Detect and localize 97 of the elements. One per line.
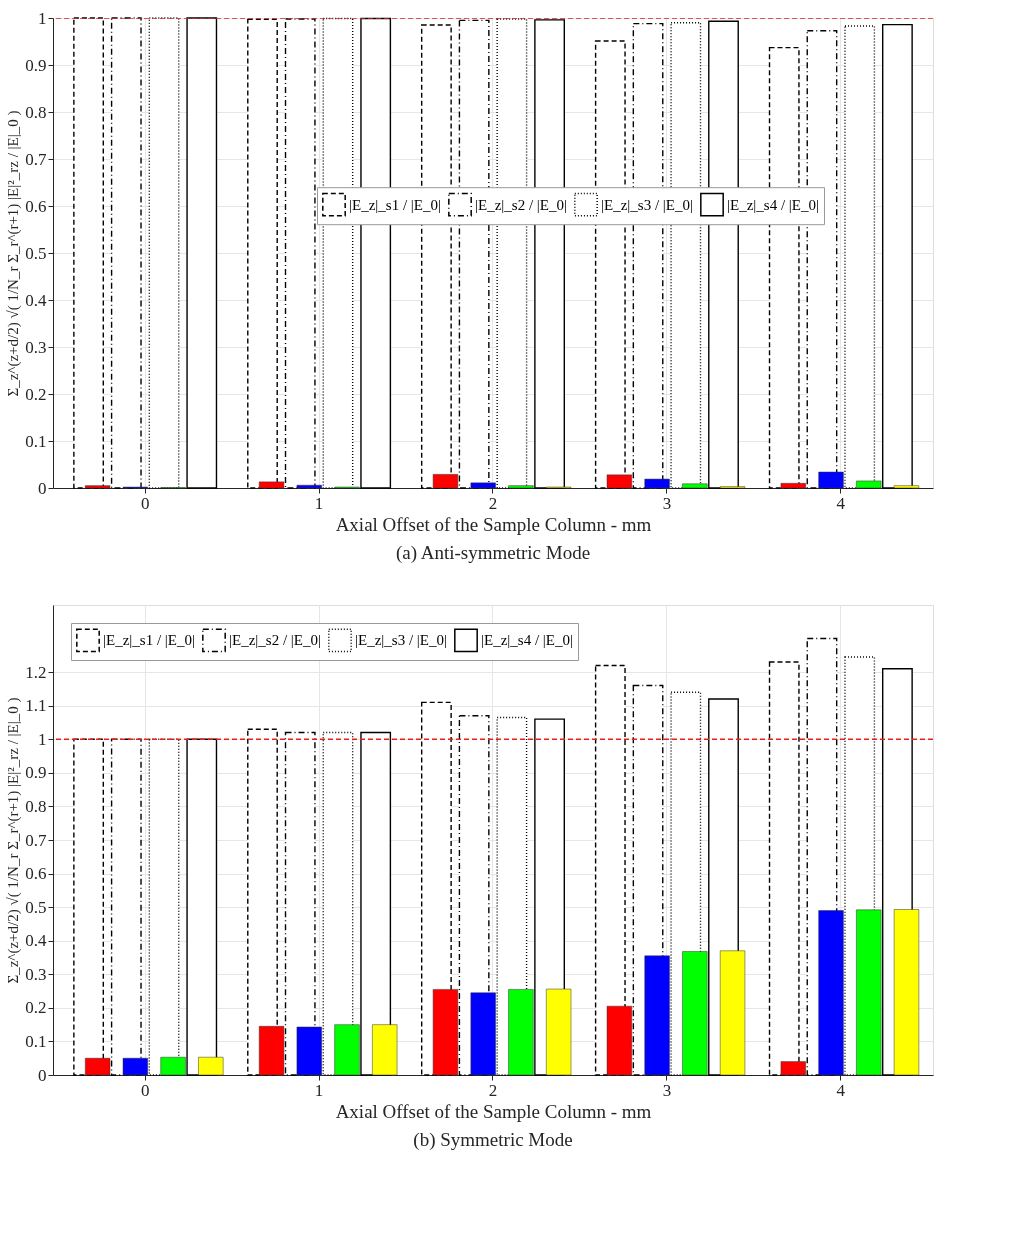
- x-tick-label: 4: [836, 493, 846, 513]
- x-axis-title: Axial Offset of the Sample Column - mm: [335, 513, 652, 535]
- y-tick-label: 0.5: [25, 897, 47, 917]
- bar: [160, 1056, 186, 1076]
- y-tick-label: 0.3: [25, 337, 47, 357]
- y-tick-label: 0: [38, 478, 47, 498]
- x-tick-label: 1: [314, 1080, 324, 1100]
- bar: [360, 731, 392, 1076]
- y-axis-title: Σ_z^(z+d/2) √( 1/N_r Σ_r^(r+1) |E|²_rz / |E|_0 ): [5, 697, 23, 984]
- bar: [882, 23, 913, 489]
- y-tick-label: 0.3: [25, 964, 47, 984]
- y-tick-label: 0.9: [25, 763, 47, 783]
- y-tick-label: 1: [38, 729, 47, 749]
- legend-label: |E_z|_s3 / |E_0|: [355, 632, 447, 649]
- bar: [606, 474, 632, 489]
- y-tick-label: 0.2: [25, 384, 47, 404]
- bar: [432, 989, 459, 1076]
- x-tick-label: 0: [140, 1080, 150, 1100]
- x-tick-label: 0: [140, 493, 150, 513]
- bar: [508, 485, 534, 489]
- bar: [334, 1024, 360, 1076]
- bar: [296, 484, 322, 489]
- x-tick-label: 3: [662, 1080, 672, 1100]
- bar: [470, 482, 496, 489]
- bar: [296, 1026, 322, 1076]
- bar: [186, 738, 218, 1076]
- bar: [284, 731, 316, 1076]
- bar: [719, 950, 746, 1076]
- legend-label: |E_z|_s2 / |E_0|: [229, 632, 321, 649]
- y-tick-label: 1: [38, 8, 47, 28]
- x-tick-label: 4: [836, 1080, 846, 1100]
- y-tick-label: 0.6: [25, 864, 47, 884]
- bar: [258, 1026, 285, 1076]
- legend-label: |E_z|_s4 / |E_0|: [727, 196, 819, 213]
- text: (a) Anti-symmetric Mode: [395, 542, 591, 564]
- bar: [893, 485, 920, 489]
- bar: [148, 17, 180, 489]
- y-tick-label: 1.2: [25, 662, 47, 682]
- bar: [73, 17, 104, 489]
- legend-label: |E_z|_s2 / |E_0|: [475, 196, 567, 213]
- legend-label: |E_z|_s1 / |E_0|: [349, 196, 441, 213]
- bar: [73, 738, 104, 1076]
- bar: [247, 728, 278, 1076]
- y-tick-label: 0: [38, 1065, 47, 1085]
- bar: [682, 483, 708, 489]
- y-tick-label: 0.8: [25, 796, 47, 816]
- bar: [186, 17, 218, 489]
- y-tick-label: 0.4: [25, 931, 47, 951]
- bar: [644, 478, 670, 489]
- bar: [198, 1056, 224, 1076]
- bar: [247, 18, 278, 489]
- x-tick-label: 2: [488, 493, 498, 513]
- bar: [844, 25, 876, 489]
- bar: [122, 1057, 148, 1076]
- y-tick-label: 0.1: [25, 431, 47, 451]
- legend-label: |E_z|_s1 / |E_0|: [103, 632, 195, 649]
- y-tick-label: 0.9: [25, 55, 47, 75]
- bar: [818, 471, 844, 489]
- bar: [780, 1061, 806, 1076]
- bar: [322, 731, 354, 1076]
- bar: [546, 988, 572, 1076]
- legend-label: |E_z|_s4 / |E_0|: [481, 632, 573, 649]
- y-tick-label: 0.2: [25, 998, 47, 1018]
- x-tick-label: 3: [662, 493, 672, 513]
- y-tick-label: 1.1: [25, 696, 47, 716]
- x-axis-title: Axial Offset of the Sample Column - mm: [335, 1100, 652, 1122]
- x-tick-label: 2: [488, 1080, 498, 1100]
- bar: [148, 738, 180, 1076]
- bar: [85, 1057, 111, 1076]
- bar: [818, 910, 844, 1076]
- bar: [508, 989, 534, 1076]
- bar: [856, 480, 882, 489]
- y-tick-label: 0.7: [25, 830, 47, 850]
- y-tick-label: 0.1: [25, 1031, 47, 1051]
- y-axis-title: Σ_z^(z+d/2) √( 1/N_r Σ_r^(r+1) |E|²_rz / |E|_0 ): [5, 110, 23, 397]
- bar: [644, 955, 670, 1076]
- y-tick-label: 0.5: [25, 243, 47, 263]
- bar: [470, 992, 496, 1076]
- bar: [682, 951, 708, 1076]
- bar: [856, 909, 882, 1076]
- bar: [432, 474, 459, 489]
- bar: [372, 1024, 398, 1076]
- text: (b) Symmetric Mode: [413, 1129, 573, 1151]
- y-tick-label: 0.7: [25, 149, 47, 169]
- y-tick-label: 0.6: [25, 196, 47, 216]
- x-tick-label: 1: [314, 493, 324, 513]
- bar: [893, 909, 920, 1076]
- bar: [780, 483, 806, 489]
- legend-label: |E_z|_s3 / |E_0|: [601, 196, 693, 213]
- bar: [258, 481, 285, 489]
- bar: [85, 485, 111, 489]
- bar: [110, 738, 142, 1076]
- bar: [110, 17, 142, 489]
- bar: [768, 661, 800, 1076]
- bar: [606, 1005, 632, 1076]
- y-tick-label: 0.8: [25, 102, 47, 122]
- y-tick-label: 0.4: [25, 290, 47, 310]
